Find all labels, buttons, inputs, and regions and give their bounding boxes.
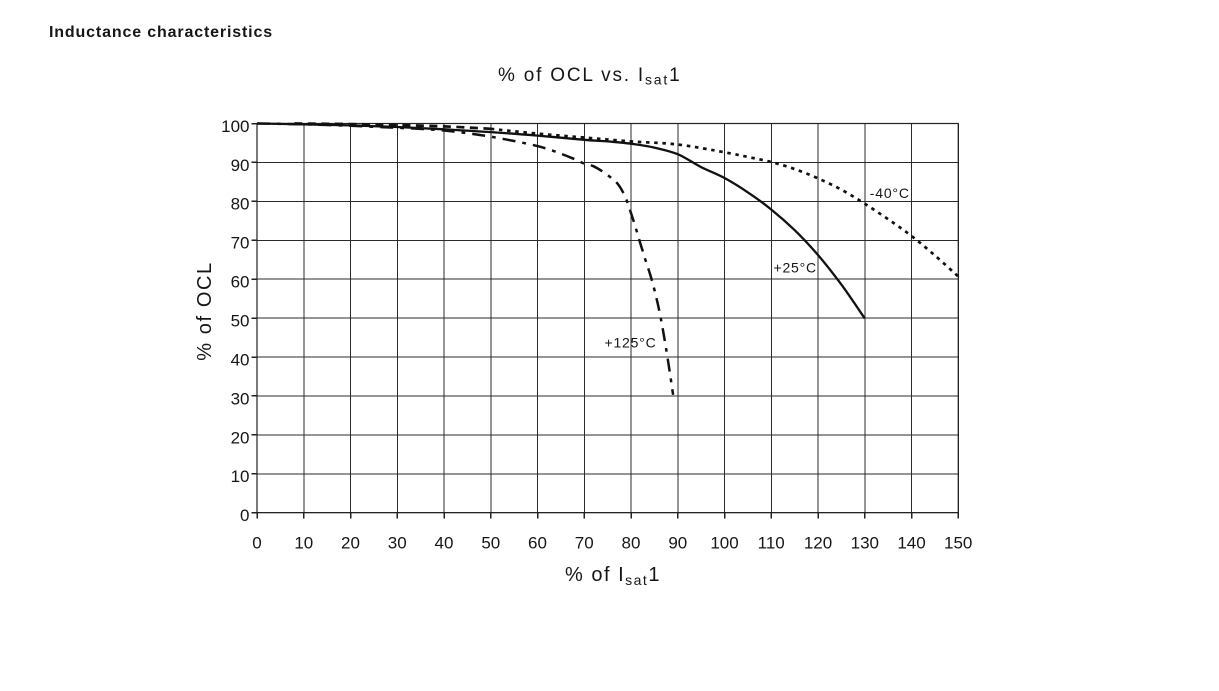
svg-text:100: 100	[710, 534, 738, 553]
svg-text:% of OCL: % of OCL	[194, 261, 216, 361]
svg-text:70: 70	[575, 534, 594, 553]
svg-text:60: 60	[231, 273, 250, 292]
svg-text:60: 60	[528, 534, 547, 553]
svg-text:110: 110	[758, 534, 785, 553]
svg-text:80: 80	[622, 534, 641, 553]
svg-text:20: 20	[341, 534, 360, 553]
svg-text:90: 90	[668, 534, 687, 553]
svg-text:Inductance characteristics: Inductance characteristics	[49, 24, 273, 41]
svg-text:130: 130	[851, 534, 879, 553]
svg-text:40: 40	[435, 534, 454, 553]
svg-text:% of OCL vs. Isat1: % of OCL vs. Isat1	[498, 65, 681, 88]
svg-text:40: 40	[231, 350, 250, 369]
svg-text:10: 10	[231, 467, 250, 486]
svg-text:80: 80	[231, 195, 250, 214]
svg-text:0: 0	[240, 506, 249, 525]
svg-text:140: 140	[897, 534, 925, 553]
svg-text:10: 10	[294, 534, 313, 553]
svg-text:+125°C: +125°C	[605, 335, 657, 351]
svg-text:-40°C: -40°C	[870, 185, 910, 201]
svg-text:30: 30	[388, 534, 407, 553]
svg-text:150: 150	[944, 534, 972, 553]
svg-text:+25°C: +25°C	[774, 260, 817, 276]
svg-text:50: 50	[231, 312, 250, 331]
svg-text:0: 0	[252, 534, 261, 553]
svg-text:50: 50	[481, 534, 500, 553]
svg-text:120: 120	[804, 534, 832, 553]
svg-text:90: 90	[231, 156, 250, 175]
svg-text:70: 70	[231, 234, 250, 253]
svg-text:100: 100	[221, 117, 249, 136]
svg-text:30: 30	[231, 389, 250, 408]
svg-text:20: 20	[231, 428, 250, 447]
